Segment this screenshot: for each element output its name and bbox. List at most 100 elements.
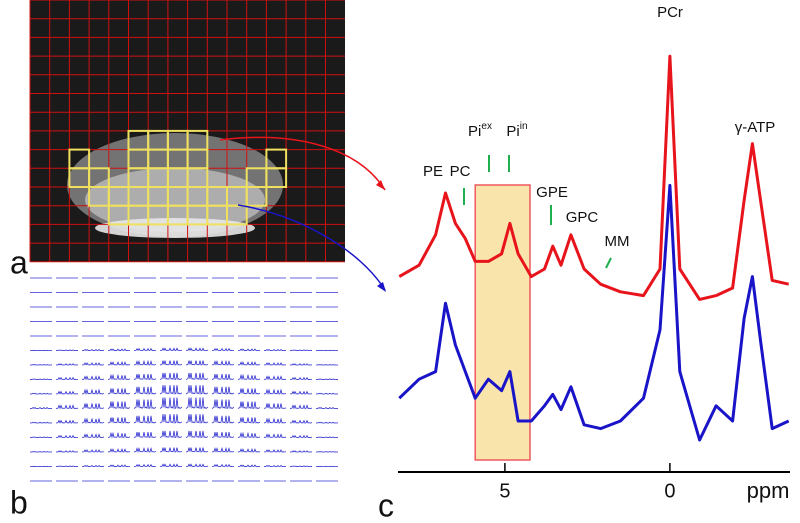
arrow [237, 204, 386, 291]
peak-label-text: Pi [506, 123, 519, 140]
mini-spectrum [289, 450, 313, 453]
mini-spectrum [315, 378, 339, 380]
mini-spectrum [159, 463, 183, 468]
mini-spectrum [55, 465, 79, 467]
mini-spectrum [133, 386, 157, 395]
mini-spectrum [315, 406, 339, 409]
peak-label-text: Pi [468, 123, 481, 140]
mini-spectrum [289, 349, 313, 351]
peak-label-text: GPE [536, 184, 568, 201]
mini-spectrum [211, 432, 235, 439]
panel-label: b [10, 484, 28, 520]
mini-spectrum [81, 417, 105, 425]
mini-spectrum [159, 447, 183, 453]
mini-spectrum [185, 397, 209, 410]
panel-label: c [378, 487, 394, 523]
peak-label: PCr [657, 4, 683, 21]
mini-spectrum [81, 375, 105, 381]
mini-spectrum [289, 404, 313, 410]
peak-label-text: PE [423, 163, 443, 180]
mini-spectrum [185, 385, 209, 395]
mini-spectrum [237, 448, 261, 453]
mini-spectrum [133, 399, 157, 410]
mini-spectrum [133, 359, 157, 366]
mini-spectrum [29, 436, 53, 438]
peak-label: GPE [536, 184, 568, 201]
arrow-head [377, 282, 386, 292]
mini-spectrum [81, 388, 105, 396]
mini-spectrum [55, 419, 79, 424]
mini-spectrum [263, 403, 287, 410]
mini-spectrum [185, 447, 209, 453]
mini-spectrum [237, 348, 261, 352]
mini-spectrum [237, 401, 261, 410]
mini-spectrum [107, 448, 131, 453]
peak-label-text: GPC [566, 209, 599, 226]
mini-spectrum [263, 375, 287, 381]
mini-spectrum [107, 388, 131, 395]
mini-spectrum [159, 372, 183, 381]
mini-spectrum [263, 449, 287, 453]
mini-spectrum [211, 399, 235, 410]
mini-spectrum [237, 464, 261, 468]
mini-spectrum [133, 446, 157, 453]
mini-spectrum [211, 446, 235, 453]
spectrum-line [398, 54, 790, 301]
mini-spectrum [289, 465, 313, 467]
mini-spectrum [185, 414, 209, 424]
mini-spectrum [55, 434, 79, 439]
peak-label-sup: ex [481, 121, 492, 132]
mini-spectrum [185, 347, 209, 352]
mini-spectrum [315, 436, 339, 438]
mini-spectrum [289, 363, 313, 366]
mini-spectrum [133, 374, 157, 381]
mini-spectrum [263, 348, 287, 351]
mini-spectrum [107, 361, 131, 366]
mini-spectrum [315, 392, 339, 395]
selected-voxel [265, 167, 288, 189]
mri-image [29, 0, 345, 263]
mini-spectrum [29, 392, 53, 395]
mini-spectrum [55, 363, 79, 366]
tissue [95, 218, 255, 238]
mini-spectrum [211, 386, 235, 395]
peak-label-text: MM [605, 233, 630, 250]
mini-spectrum [211, 415, 235, 424]
mini-spectrum [263, 417, 287, 425]
tissue [85, 168, 265, 232]
selected-voxel [226, 204, 248, 226]
mini-spectrum [237, 388, 261, 395]
mini-spectrum [55, 450, 79, 453]
x-axis-label: ppm [747, 478, 790, 503]
peak-label: MM [605, 233, 630, 250]
mini-spectrum [55, 349, 79, 351]
mini-spectrum [29, 406, 53, 409]
spectrum-line [398, 183, 790, 442]
mini-spectrum [81, 362, 105, 366]
mini-spectrum [81, 464, 105, 467]
mini-spectrum [81, 433, 105, 439]
mini-spectrum [55, 404, 79, 410]
mini-spectrum [133, 415, 157, 424]
mini-spectrum [29, 378, 53, 380]
peak-label-text: PCr [657, 4, 683, 21]
mini-spectrum [315, 421, 339, 424]
mini-spectrum [55, 390, 79, 395]
mini-spectrum [133, 432, 157, 439]
mini-spectrum [211, 347, 235, 352]
mini-spectrum [133, 463, 157, 468]
x-tick-label: 0 [664, 480, 675, 502]
mini-spectrum [55, 376, 79, 381]
mini-spectrum [107, 401, 131, 410]
peak-label: GPC [566, 209, 599, 226]
mini-spectrum [185, 360, 209, 366]
mini-spectrum [29, 421, 53, 424]
spectra-grid [29, 277, 339, 482]
peak-label-sup: in [520, 121, 528, 132]
mini-spectrum [289, 434, 313, 439]
mini-spectrum [107, 373, 131, 381]
arrow [219, 136, 386, 191]
arrow-head [376, 180, 385, 190]
mini-spectrum [289, 376, 313, 381]
mini-spectrum [211, 359, 235, 366]
